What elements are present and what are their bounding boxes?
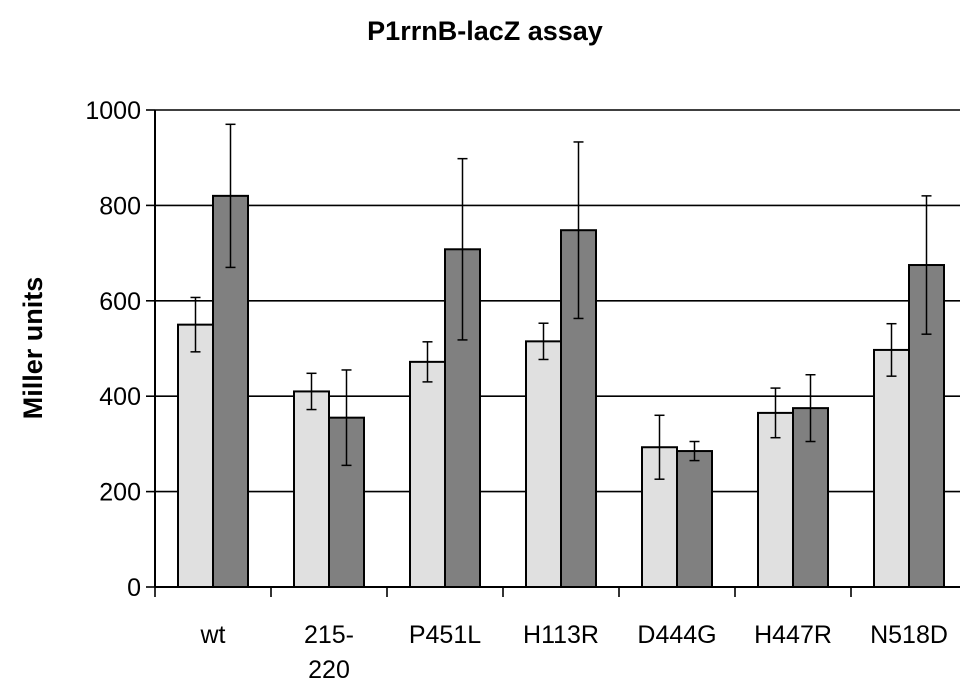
- y-tick-label: 1000: [85, 97, 141, 125]
- y-tick-label: 400: [99, 383, 141, 411]
- error-bar: [805, 373, 816, 443]
- error-bar: [573, 141, 584, 320]
- error-bar: [422, 341, 433, 383]
- error-bar: [225, 123, 236, 269]
- bars: [177, 194, 945, 589]
- error-bar: [770, 387, 781, 439]
- y-tick-label: 600: [99, 288, 141, 316]
- error-bar: [538, 322, 549, 361]
- error-bar: [689, 440, 700, 462]
- x-tick-label: H447R: [754, 621, 832, 649]
- bar-series-1: [525, 340, 562, 588]
- y-tick-label: 0: [127, 574, 141, 602]
- bar-series-1: [757, 411, 794, 588]
- error-bar: [341, 369, 352, 467]
- y-tick-label: 800: [99, 192, 141, 220]
- error-bar: [190, 296, 201, 353]
- error-bar: [457, 157, 468, 341]
- error-bar: [921, 195, 932, 335]
- error-bar: [886, 322, 897, 377]
- y-tick-label: 200: [99, 479, 141, 507]
- error-bar: [654, 414, 665, 480]
- x-tick-label: 215-220: [304, 621, 354, 684]
- bar-series-1: [873, 348, 910, 588]
- bar-series-1: [293, 390, 330, 588]
- x-tick-label: P451L: [409, 621, 481, 649]
- x-tick-label: D444G: [637, 621, 716, 649]
- axes: [154, 110, 960, 597]
- error-bar: [306, 372, 317, 411]
- x-tick-label: H113R: [523, 621, 599, 649]
- y-axis-label: Miller units: [18, 277, 48, 420]
- bar-series-1: [177, 323, 214, 588]
- y-tick-labels: 0 200 400 600 800 1000: [85, 97, 155, 602]
- error-bars: [190, 123, 932, 480]
- x-tick-label: wt: [200, 621, 226, 649]
- chart-title: P1rrnB-lacZ assay: [367, 16, 603, 46]
- x-tick-label: N518D: [870, 621, 948, 649]
- bar-series-1: [409, 360, 446, 588]
- x-tick-labels: wt 215-220 P451L H113R D444G H447R N518D: [200, 621, 948, 684]
- bar-series-2: [676, 450, 713, 588]
